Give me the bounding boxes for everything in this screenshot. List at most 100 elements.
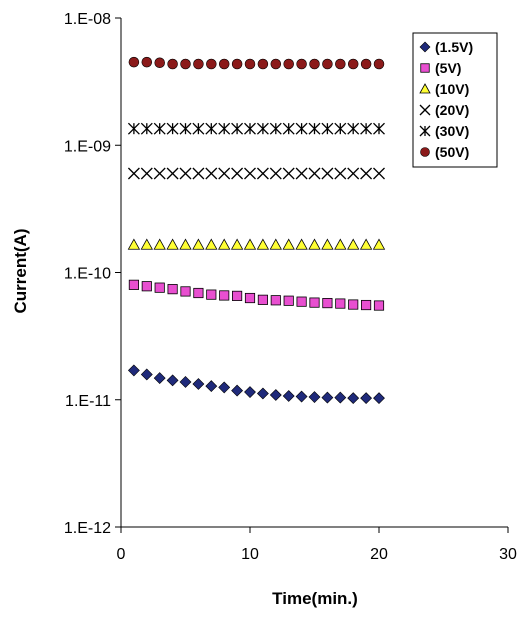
data-point bbox=[153, 372, 166, 385]
data-point bbox=[347, 58, 359, 70]
data-point bbox=[154, 57, 165, 68]
data-point bbox=[128, 56, 140, 68]
data-point bbox=[282, 122, 295, 135]
data-point bbox=[167, 284, 178, 295]
data-point bbox=[244, 386, 256, 398]
data-point bbox=[334, 238, 347, 250]
data-point bbox=[347, 238, 360, 250]
series-5 bbox=[127, 122, 385, 135]
data-point bbox=[256, 387, 269, 400]
data-point bbox=[218, 238, 231, 250]
data-point bbox=[179, 122, 192, 135]
series-1 bbox=[127, 364, 385, 405]
data-point bbox=[334, 167, 347, 180]
x-tick-label: 20 bbox=[370, 546, 388, 563]
data-point bbox=[373, 167, 385, 180]
x-tick-label: 10 bbox=[241, 546, 259, 563]
data-marks bbox=[127, 56, 386, 405]
y-tick-label: 1.E-10 bbox=[64, 266, 111, 283]
data-point bbox=[206, 289, 217, 300]
series-6 bbox=[128, 56, 385, 70]
data-point bbox=[166, 167, 179, 180]
data-point bbox=[141, 281, 152, 292]
data-point bbox=[154, 282, 165, 293]
data-point bbox=[166, 122, 179, 135]
data-point bbox=[153, 122, 166, 135]
data-point bbox=[360, 392, 373, 405]
data-point bbox=[283, 58, 294, 70]
data-point bbox=[219, 290, 230, 301]
data-point bbox=[127, 238, 141, 250]
legend-label: (20V) bbox=[435, 102, 469, 118]
y-tick-label: 1.E-08 bbox=[64, 11, 111, 28]
data-point bbox=[295, 238, 308, 250]
legend: (1.5V) (5V) (10V) (20V) (30V) (50V) bbox=[412, 32, 498, 168]
data-point bbox=[269, 122, 282, 135]
data-point bbox=[372, 238, 386, 250]
data-point bbox=[180, 58, 191, 70]
series-4 bbox=[127, 167, 385, 180]
legend-label: (50V) bbox=[435, 144, 469, 160]
data-point bbox=[360, 58, 372, 70]
data-point bbox=[296, 296, 307, 307]
legend-marker bbox=[419, 83, 431, 94]
data-point bbox=[140, 122, 153, 135]
data-point bbox=[373, 122, 385, 135]
data-point bbox=[373, 300, 385, 311]
data-point bbox=[244, 122, 256, 135]
data-point bbox=[308, 238, 321, 250]
data-point bbox=[282, 238, 295, 250]
data-point bbox=[347, 392, 360, 405]
data-point bbox=[360, 167, 373, 180]
data-point bbox=[218, 167, 231, 180]
data-point bbox=[295, 167, 308, 180]
data-point bbox=[308, 122, 321, 135]
x-tick-label: 30 bbox=[499, 546, 517, 563]
legend-label: (1.5V) bbox=[435, 39, 473, 55]
data-point bbox=[373, 392, 385, 405]
data-point bbox=[167, 58, 178, 70]
data-point bbox=[180, 286, 191, 297]
data-point bbox=[128, 279, 139, 290]
data-point bbox=[322, 298, 333, 309]
data-point bbox=[206, 58, 217, 70]
data-point bbox=[205, 238, 218, 250]
data-point bbox=[256, 167, 269, 180]
data-point bbox=[373, 58, 385, 70]
series-3 bbox=[127, 238, 386, 250]
data-point bbox=[179, 238, 192, 250]
data-point bbox=[231, 167, 244, 180]
data-point bbox=[335, 298, 346, 309]
legend-label: (30V) bbox=[435, 123, 469, 139]
data-point bbox=[321, 238, 334, 250]
y-axis-label: Current(A) bbox=[11, 229, 30, 314]
data-point bbox=[153, 238, 166, 250]
data-point bbox=[283, 295, 294, 306]
data-point bbox=[334, 391, 347, 404]
data-point bbox=[295, 390, 308, 403]
y-tick-label: 1.E-09 bbox=[64, 138, 111, 155]
data-point bbox=[257, 58, 269, 70]
data-point bbox=[179, 167, 192, 180]
data-point bbox=[153, 167, 166, 180]
data-point bbox=[205, 122, 218, 135]
data-point bbox=[308, 167, 321, 180]
data-point bbox=[256, 122, 269, 135]
data-point bbox=[256, 238, 270, 250]
data-point bbox=[269, 389, 282, 401]
data-point bbox=[244, 167, 256, 180]
data-point bbox=[140, 167, 153, 180]
data-point bbox=[192, 378, 205, 390]
data-point bbox=[192, 167, 205, 180]
legend-marker bbox=[420, 63, 430, 73]
data-point bbox=[282, 167, 295, 180]
data-point bbox=[296, 58, 307, 70]
data-point bbox=[243, 238, 257, 250]
y-tick-label: 1.E-11 bbox=[65, 393, 111, 410]
data-point bbox=[140, 238, 153, 250]
legend-marker bbox=[419, 104, 431, 116]
data-point bbox=[205, 167, 218, 180]
data-point bbox=[192, 122, 205, 135]
data-point bbox=[295, 122, 308, 135]
